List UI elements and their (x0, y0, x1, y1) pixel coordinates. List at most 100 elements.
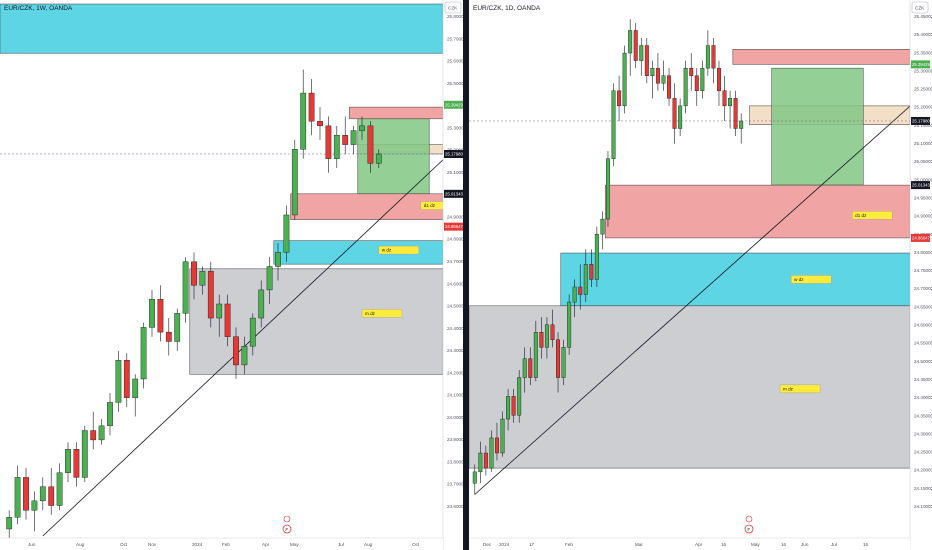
candle-up (678, 105, 683, 129)
y-tick-label: 24.30000 (447, 348, 463, 353)
x-tick-label: Feb (222, 542, 230, 547)
x-tick-label: 16 (721, 542, 727, 547)
daily-candlestick-chart[interactable]: d1 dz w dz m dz 25.45000 25.40000 25.35000 25.… (469, 0, 932, 550)
candle-down (308, 92, 315, 122)
candle-down (48, 486, 55, 506)
y-tick-label: 24.25000 (914, 450, 932, 455)
x-tick-label: 2024 (499, 542, 510, 547)
daily-chart-pane[interactable]: d1 dz w dz m dz 25.45000 25.40000 25.35000 25.… (469, 0, 932, 550)
y-tick-label: 25.80000 (447, 14, 463, 19)
candle-down (655, 67, 660, 84)
price-tag (911, 116, 930, 125)
candle-down (494, 437, 499, 454)
x-tick-label: 2024 (192, 542, 203, 547)
y-tick-label: 25.20000 (914, 105, 932, 110)
price-tag-label: 25.17980 (445, 151, 463, 156)
candle-down (694, 75, 699, 91)
price-tag-label: 25.17980 (912, 118, 931, 123)
zone-label: m dz (783, 386, 794, 391)
price-tag (911, 233, 930, 242)
y-tick-label: 24.65000 (914, 304, 932, 309)
candle-down (207, 270, 214, 319)
pane-divider[interactable] (463, 0, 469, 550)
x-tick-label: 17 (529, 542, 535, 547)
candle-up (561, 347, 566, 378)
candle-down (733, 98, 738, 129)
price-tag-label: 24.86647 (912, 235, 931, 240)
x-tick-label: Feb (565, 542, 573, 547)
y-tick-label: 25.25000 (914, 87, 932, 92)
weekly-candlestick-chart[interactable]: d1 dz w dz m dz 25.80000 25.70000 25.60000 25.… (0, 0, 463, 550)
x-tick-label: 16 (781, 542, 787, 547)
candle-up (728, 98, 733, 107)
zone-label: w dz (794, 277, 804, 282)
economic-event-icon (744, 524, 754, 534)
x-tick-label: Jul (831, 542, 837, 547)
candle-down (73, 449, 80, 478)
candle-up (522, 358, 527, 378)
candle-up (472, 471, 477, 484)
y-tick-label: 24.90000 (914, 214, 932, 219)
candle-down (617, 90, 622, 107)
candle-down (317, 120, 323, 127)
y-tick-label: 25.45000 (914, 14, 932, 19)
candle-up (98, 425, 105, 441)
y-tick-label: 25.00000 (914, 177, 932, 182)
candle-up (6, 517, 13, 530)
candle-up (333, 135, 340, 159)
y-tick-label: 24.50000 (447, 304, 463, 309)
zone-label: m dz (365, 311, 376, 316)
x-tick-label: Apr (262, 542, 270, 547)
y-tick-label: 25.70000 (447, 36, 463, 41)
candle-up (739, 120, 744, 129)
cyan-zone-4 (560, 252, 911, 307)
y-tick-label: 24.40000 (447, 326, 463, 331)
price-tag (911, 181, 930, 190)
zone-label-box (361, 309, 403, 318)
candle-up (283, 214, 290, 253)
price-axis (443, 0, 463, 550)
y-tick-label: 25.10000 (447, 170, 463, 175)
price-axis (910, 0, 932, 550)
y-tick-label: 25.60000 (447, 59, 463, 64)
candle-down (539, 332, 544, 348)
x-tick-label: May (751, 542, 760, 547)
x-tick-label: Jun (28, 542, 36, 547)
y-tick-label: 24.10000 (447, 393, 463, 398)
candle-up (661, 75, 666, 84)
red-zone-4 (290, 193, 444, 220)
currency-button-label: CZK (448, 6, 458, 11)
y-tick-label: 25.50000 (447, 81, 463, 86)
candle-down (123, 360, 130, 398)
candle-up (506, 396, 511, 420)
candle-up (700, 67, 705, 91)
candle-down (672, 98, 677, 129)
y-tick-label: 24.50000 (914, 359, 932, 364)
candle-up (140, 327, 147, 380)
candle-up (572, 286, 577, 303)
x-tick-label: Aug (76, 542, 85, 547)
y-tick-label: 24.70000 (447, 259, 463, 264)
candle-up (31, 500, 38, 511)
zone-label-box (790, 275, 832, 284)
x-tick-label: Mar (635, 542, 643, 547)
candle-up (216, 303, 223, 319)
x-tick-label: May (290, 542, 299, 547)
candle-down (483, 452, 488, 469)
candle-down (325, 125, 332, 159)
candle-up (533, 332, 538, 378)
y-tick-label: 24.40000 (914, 395, 932, 400)
economic-event-icon-label: F (285, 527, 288, 532)
price-tag-label: 24.86647 (445, 224, 463, 229)
flag-icon (283, 515, 291, 523)
candle-up (567, 301, 572, 348)
candle-up (132, 378, 139, 398)
zone-label: w dz (382, 248, 392, 253)
y-tick-label: 24.95000 (914, 195, 932, 200)
weekly-chart-pane[interactable]: d1 dz w dz m dz 25.80000 25.70000 25.60000 25.… (0, 0, 463, 550)
candle-up (639, 45, 644, 61)
y-tick-label: 24.90000 (447, 214, 463, 219)
candle-up (115, 360, 122, 403)
y-tick-label: 25.35000 (914, 50, 932, 55)
candle-up (350, 130, 357, 145)
